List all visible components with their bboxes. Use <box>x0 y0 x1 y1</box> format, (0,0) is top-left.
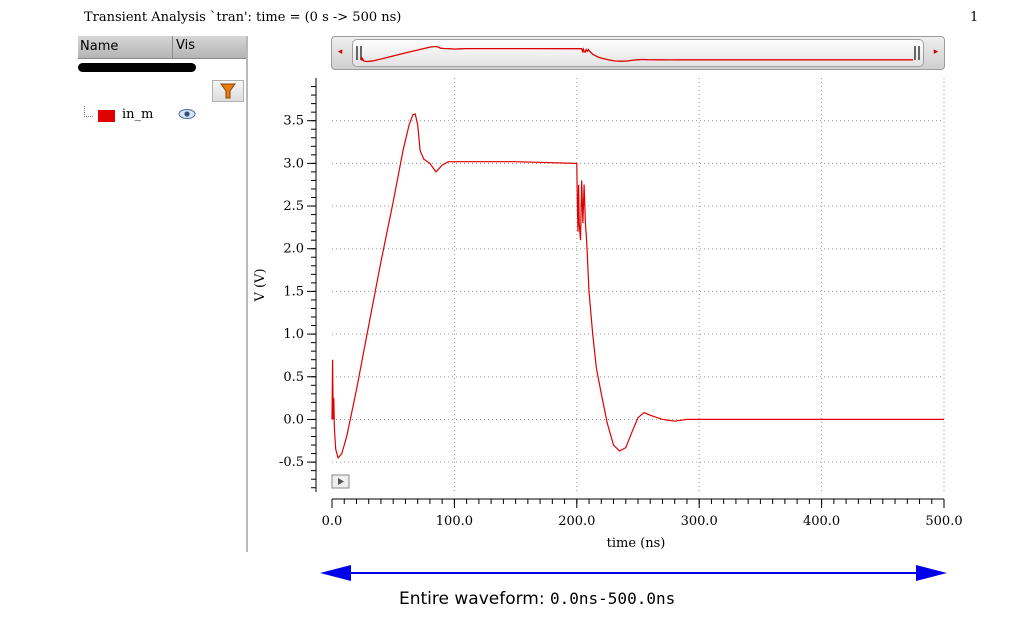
expand-toggle[interactable] <box>331 474 350 489</box>
x-axis-label: time (ns) <box>607 536 666 551</box>
signal-label: in_m <box>122 107 154 122</box>
y-tick-label: 3.5 <box>283 114 304 129</box>
analysis-title: Transient Analysis `tran': time = (0 s -… <box>84 10 402 25</box>
y-tick-label: 0.5 <box>283 370 304 385</box>
range-arrow-right-head <box>916 565 947 581</box>
signal-list-panel: Name Vis in_m <box>78 36 248 552</box>
signal-color-swatch <box>98 110 115 122</box>
y-tick-label: 0.0 <box>283 412 304 427</box>
right-grip-handle[interactable] <box>914 46 920 60</box>
vis-column-header[interactable]: Vis <box>172 36 195 58</box>
y-tick-label: 3.0 <box>283 156 304 171</box>
page-number: 1 <box>970 10 979 25</box>
signal-list-header: Name Vis <box>78 36 246 59</box>
eye-icon[interactable] <box>178 108 196 124</box>
y-tick-label: 2.5 <box>283 199 304 214</box>
x-tick-label: 400.0 <box>803 514 840 529</box>
x-tick-label: 100.0 <box>436 514 473 529</box>
left-grip-handle[interactable] <box>356 46 362 60</box>
panel-scrollbar[interactable] <box>78 63 196 72</box>
y-tick-label: 1.5 <box>283 284 304 299</box>
y-tick-label: 2.0 <box>283 242 304 257</box>
funnel-icon <box>220 83 236 99</box>
scroll-right-button[interactable]: ▸ <box>933 47 939 57</box>
y-axis-label: V (V) <box>253 268 268 302</box>
range-arrow <box>320 565 947 581</box>
tree-connector <box>84 106 93 117</box>
name-column-header[interactable]: Name <box>80 39 119 54</box>
scroll-left-button[interactable]: ◂ <box>337 47 343 57</box>
range-arrow-left-head <box>320 565 351 581</box>
x-tick-label: 300.0 <box>681 514 718 529</box>
overview-thumb[interactable] <box>352 39 924 67</box>
overview-scroller[interactable]: ◂ ▸ <box>331 36 945 70</box>
x-tick-label: 500.0 <box>925 514 962 529</box>
x-tick-label: 200.0 <box>558 514 595 529</box>
x-tick-label: 0.0 <box>322 514 343 529</box>
range-caption: Entire waveform: 0.0ns-500.0ns <box>399 589 675 609</box>
overview-sparkline <box>360 45 913 63</box>
y-tick-label: 1.0 <box>283 327 304 342</box>
range-caption-value: 0.0ns-500.0ns <box>550 589 676 608</box>
range-caption-label: Entire waveform: <box>399 589 545 609</box>
filter-button[interactable] <box>212 80 244 102</box>
series-line-in_m <box>331 113 944 460</box>
y-tick-label: -0.5 <box>279 455 304 470</box>
